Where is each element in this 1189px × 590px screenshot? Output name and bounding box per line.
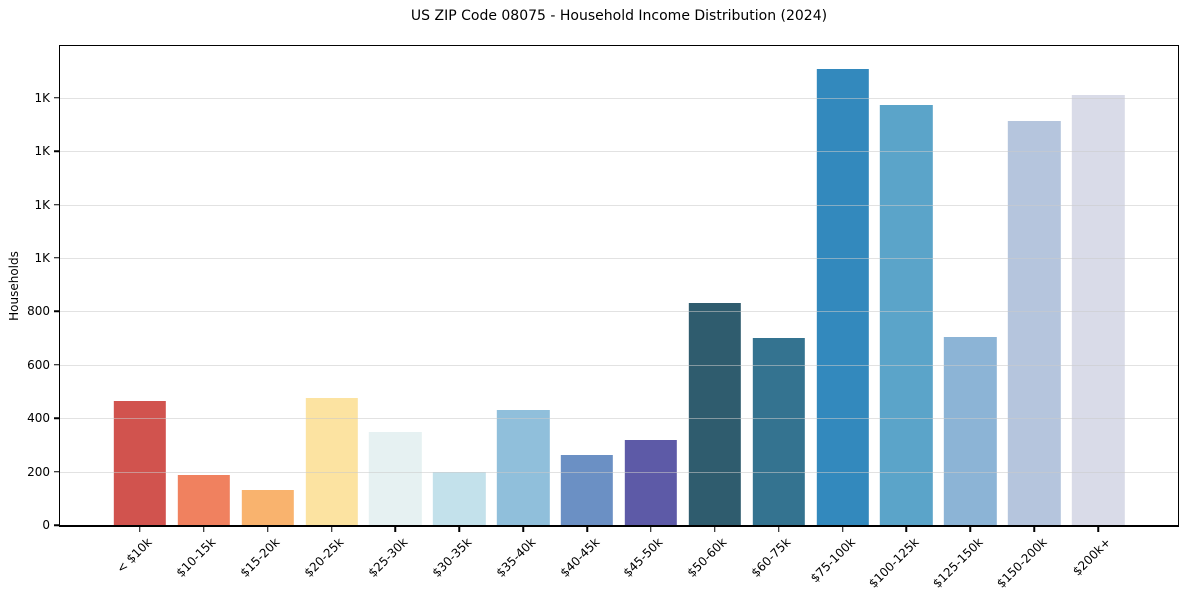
x-tick-label: $20-25k [301,535,347,580]
y-tick-label: 1K [34,197,50,212]
plot-area: 0 200 400 600 800 1K 1K 1K 1K < $10k $10-15k $15-20… [27,45,1179,590]
bar [113,400,167,525]
y-axis-label: Households [7,251,21,321]
x-tick-label: $40-45k [557,535,602,580]
y-tick-mark [54,470,60,473]
bar [241,490,294,525]
bar [880,105,933,525]
y-tick-mark [54,364,60,366]
x-tick-mark [586,527,588,532]
y-tick-mark [54,203,60,206]
x-tick-label: < $10k [113,535,155,576]
x-tick-mark [650,527,652,532]
x-tick-label: $45-50k [620,535,666,580]
bar [1008,120,1061,525]
y-tick-mark [54,524,60,526]
y-tick-label: 0 [42,518,50,532]
x-tick-mark [330,527,333,532]
x-tick-mark [139,527,141,532]
x-tick-mark [522,527,524,532]
chart-title: US ZIP Code 08075 - Household Income Dis… [410,8,828,24]
y-tick-label: 800 [27,304,50,319]
y-tick-label: 200 [27,464,50,479]
gridline [60,311,1178,313]
bar [624,440,678,525]
y-tick-mark [54,417,60,419]
x-tick-label: $200k+ [1069,535,1114,579]
gridline [60,204,1178,206]
bar [433,471,486,525]
x-tick-mark [714,527,716,532]
gridline [60,97,1178,99]
x-tick-label: $60-75k [748,535,794,580]
bar [752,338,805,525]
x-tick-label: $100-125k [865,535,922,590]
y-tick-mark [54,257,60,259]
x-tick-mark [202,527,205,532]
bar [177,475,230,525]
bar [560,454,614,525]
y-tick-label: 1K [34,144,50,159]
x-tick-label: $150-200k [993,535,1050,590]
bar [944,336,997,525]
x-tick-mark [1097,527,1099,532]
gridline [60,471,1178,473]
x-tick-label: $75-100k [807,535,858,586]
y-tick-mark [54,97,60,99]
gridline [60,151,1178,153]
x-tick-mark [905,527,908,532]
x-tick-mark [458,527,461,532]
x-tick-label: $25-30k [365,535,411,580]
y-tick-label: 400 [27,411,50,426]
y-tick-mark [54,150,60,152]
x-tick-label: $15-20k [237,535,283,580]
bar [305,397,358,525]
x-tick-label: $30-35k [429,535,475,580]
x-tick-label: $125-150k [929,535,986,590]
bar [369,432,422,525]
bar [1071,94,1125,525]
y-tick-label: 1K [34,250,50,265]
x-tick-mark [777,527,780,532]
bar [688,303,742,525]
x-tick-label: $35-40k [493,535,539,580]
bar [496,410,550,525]
x-tick-mark [394,527,397,532]
y-tick-label: 600 [27,357,50,372]
bar [816,68,869,525]
x-tick-mark [841,527,844,532]
gridline [60,257,1178,259]
y-tick-label: 1K [34,90,50,105]
x-tick-mark [266,527,269,532]
x-tick-mark [1033,527,1035,532]
x-tick-label: $10-15k [173,535,219,580]
x-tick-label: $50-60k [684,535,730,580]
gridline [60,418,1178,420]
y-tick-mark [54,310,60,313]
x-tick-mark [969,527,972,532]
gridline [60,364,1178,366]
